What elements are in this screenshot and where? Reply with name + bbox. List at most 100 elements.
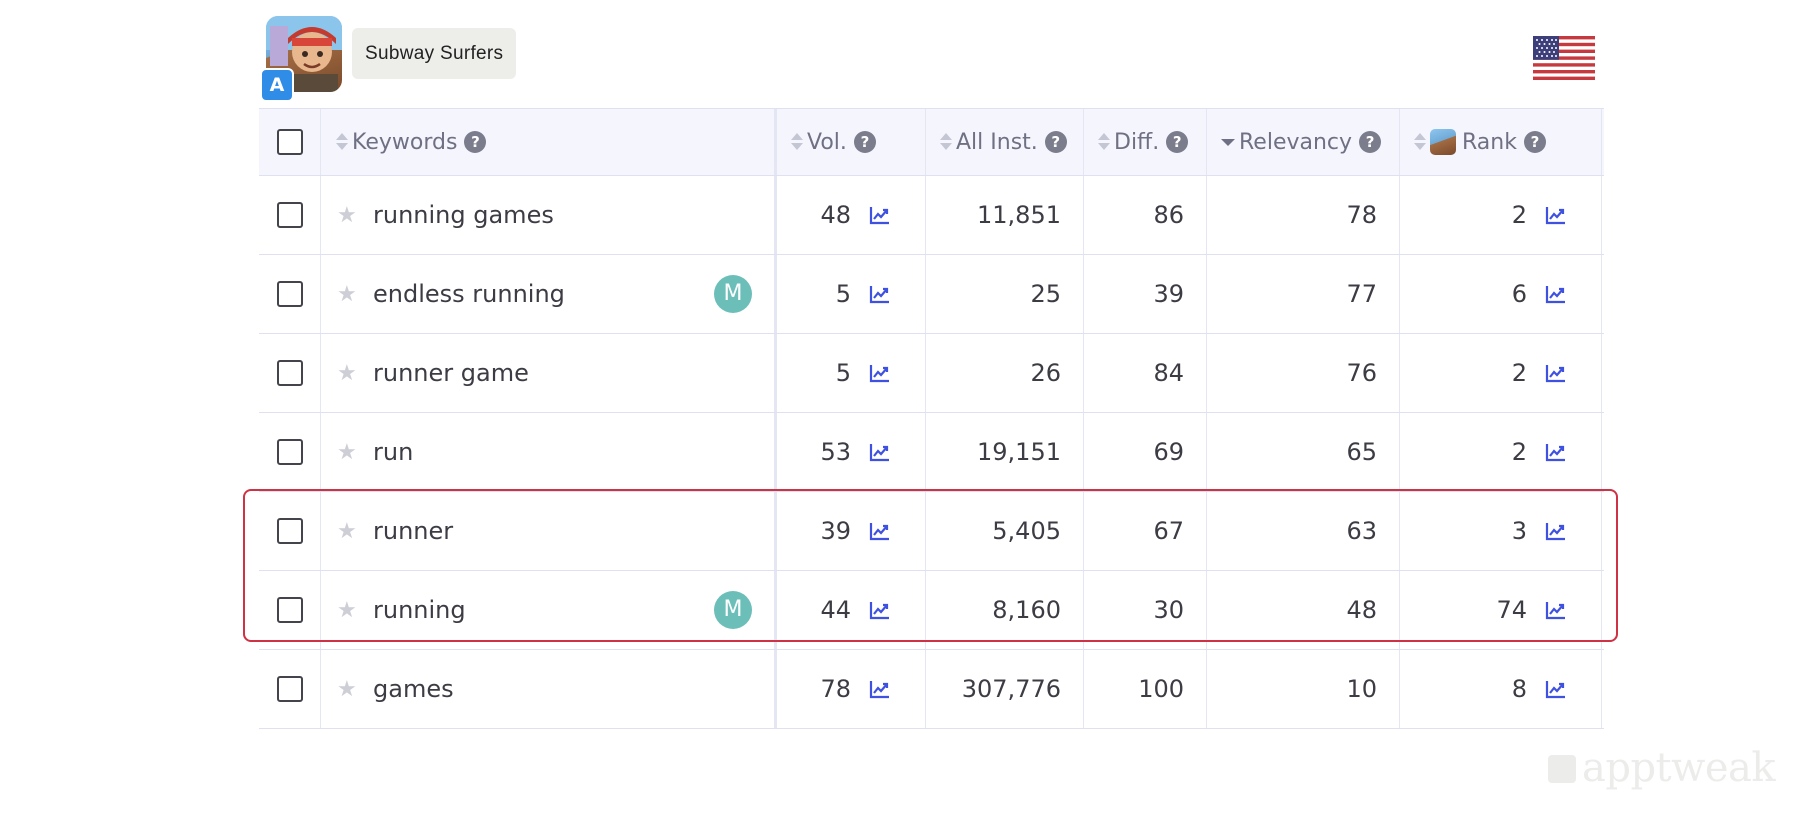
table-row[interactable]: ★ runner 39 5,405 67 63 3 xyxy=(259,492,1604,571)
star-icon[interactable]: ★ xyxy=(337,281,357,307)
table-row[interactable]: ★ runner game 5 26 84 76 2 xyxy=(259,334,1604,413)
trend-chart-icon[interactable] xyxy=(869,205,891,225)
header-relevancy[interactable]: Relevancy ? xyxy=(1207,109,1400,175)
sort-icon[interactable] xyxy=(336,133,348,151)
keyword-text[interactable]: endless running xyxy=(373,280,565,308)
vol-cell: 5 xyxy=(777,334,926,412)
vol-value: 5 xyxy=(835,359,851,387)
rank-value: 2 xyxy=(1511,359,1527,387)
rank-value: 2 xyxy=(1511,438,1527,466)
rank-cell: 6 xyxy=(1400,255,1602,333)
header-vol[interactable]: Vol. ? xyxy=(777,109,926,175)
header-label: Rank xyxy=(1462,129,1517,155)
diff-value: 86 xyxy=(1153,201,1184,229)
row-checkbox[interactable] xyxy=(276,597,303,623)
m-badge[interactable]: M xyxy=(714,591,752,629)
star-icon[interactable]: ★ xyxy=(337,202,357,228)
help-icon[interactable]: ? xyxy=(1359,131,1382,153)
relevancy-value: 78 xyxy=(1346,201,1377,229)
trend-chart-icon[interactable] xyxy=(1545,600,1567,620)
header-all-inst[interactable]: All Inst. ? xyxy=(926,109,1084,175)
row-checkbox-cell xyxy=(259,334,321,412)
row-checkbox[interactable] xyxy=(276,281,303,307)
relevancy-cell: 63 xyxy=(1207,492,1400,570)
all-inst-cell: 19,151 xyxy=(926,413,1084,491)
keyword-text[interactable]: run xyxy=(373,438,414,466)
header-keywords[interactable]: Keywords ? xyxy=(321,109,777,175)
header-label: Keywords xyxy=(352,129,458,155)
all-inst-value: 26 xyxy=(1030,359,1061,387)
row-checkbox-cell xyxy=(259,571,321,649)
all-inst-cell: 26 xyxy=(926,334,1084,412)
trend-chart-icon[interactable] xyxy=(1545,521,1567,541)
header-rank[interactable]: Rank ? xyxy=(1400,109,1602,175)
trend-chart-icon[interactable] xyxy=(1545,205,1567,225)
row-checkbox[interactable] xyxy=(276,360,303,386)
sort-descending-icon[interactable] xyxy=(1221,138,1235,146)
all-inst-value: 11,851 xyxy=(977,201,1061,229)
table-row[interactable]: ★ running games 48 11,851 86 78 2 xyxy=(259,176,1604,255)
rank-cell: 74 xyxy=(1400,571,1602,649)
sort-icon[interactable] xyxy=(1414,133,1426,151)
vol-cell: 48 xyxy=(777,176,926,254)
relevancy-cell: 10 xyxy=(1207,650,1400,728)
m-badge[interactable]: M xyxy=(714,275,752,313)
keyword-text[interactable]: runner game xyxy=(373,359,529,387)
row-checkbox[interactable] xyxy=(276,676,303,702)
sort-icon[interactable] xyxy=(940,133,952,151)
row-checkbox[interactable] xyxy=(276,518,303,544)
sort-icon[interactable] xyxy=(1098,133,1110,151)
relevancy-cell: 77 xyxy=(1207,255,1400,333)
keyword-text[interactable]: games xyxy=(373,675,454,703)
relevancy-cell: 78 xyxy=(1207,176,1400,254)
sort-icon[interactable] xyxy=(791,133,803,151)
vol-value: 44 xyxy=(820,596,851,624)
vol-value: 78 xyxy=(820,675,851,703)
row-checkbox[interactable] xyxy=(276,439,303,465)
help-icon[interactable]: ? xyxy=(1166,131,1189,153)
watermark-text: apptweak xyxy=(1582,745,1776,791)
help-icon[interactable]: ? xyxy=(853,131,876,153)
row-checkbox-cell xyxy=(259,255,321,333)
trend-chart-icon[interactable] xyxy=(869,600,891,620)
diff-value: 67 xyxy=(1153,517,1184,545)
star-icon[interactable]: ★ xyxy=(337,439,357,465)
row-checkbox[interactable] xyxy=(276,202,303,228)
trend-chart-icon[interactable] xyxy=(1545,284,1567,304)
trend-chart-icon[interactable] xyxy=(1545,363,1567,383)
star-icon[interactable]: ★ xyxy=(337,597,357,623)
header-diff[interactable]: Diff. ? xyxy=(1084,109,1207,175)
diff-value: 69 xyxy=(1153,438,1184,466)
apptweak-logo-icon xyxy=(1548,755,1576,783)
table-row[interactable]: ★ games 78 307,776 100 10 8 xyxy=(259,650,1604,729)
star-icon[interactable]: ★ xyxy=(337,360,357,386)
table-row[interactable]: ★ endless running M 5 25 39 77 6 xyxy=(259,255,1604,334)
select-all-checkbox[interactable] xyxy=(276,129,303,155)
help-icon[interactable]: ? xyxy=(1523,131,1546,153)
help-icon[interactable]: ? xyxy=(464,131,487,153)
help-icon[interactable]: ? xyxy=(1044,131,1067,153)
trend-chart-icon[interactable] xyxy=(1545,442,1567,462)
apptweak-watermark: apptweak xyxy=(1548,745,1776,791)
rank-value: 6 xyxy=(1511,280,1527,308)
keyword-text[interactable]: runner xyxy=(373,517,454,545)
us-flag-icon[interactable] xyxy=(1533,36,1595,80)
table-row[interactable]: ★ run 53 19,151 69 65 2 xyxy=(259,413,1604,492)
trend-chart-icon[interactable] xyxy=(869,442,891,462)
header-label: Diff. xyxy=(1114,129,1160,155)
trend-chart-icon[interactable] xyxy=(1545,679,1567,699)
trend-chart-icon[interactable] xyxy=(869,363,891,383)
header-label: All Inst. xyxy=(956,129,1038,155)
table-row[interactable]: ★ running M 44 8,160 30 48 74 xyxy=(259,571,1604,650)
keyword-text[interactable]: running games xyxy=(373,201,554,229)
star-icon[interactable]: ★ xyxy=(337,676,357,702)
relevancy-value: 65 xyxy=(1346,438,1377,466)
star-icon[interactable]: ★ xyxy=(337,518,357,544)
app-name-chip[interactable]: Subway Surfers xyxy=(352,28,517,79)
trend-chart-icon[interactable] xyxy=(869,521,891,541)
app-header: A Subway Surfers xyxy=(260,16,1600,102)
trend-chart-icon[interactable] xyxy=(869,284,891,304)
rank-cell: 3 xyxy=(1400,492,1602,570)
keyword-text[interactable]: running xyxy=(373,596,466,624)
trend-chart-icon[interactable] xyxy=(869,679,891,699)
